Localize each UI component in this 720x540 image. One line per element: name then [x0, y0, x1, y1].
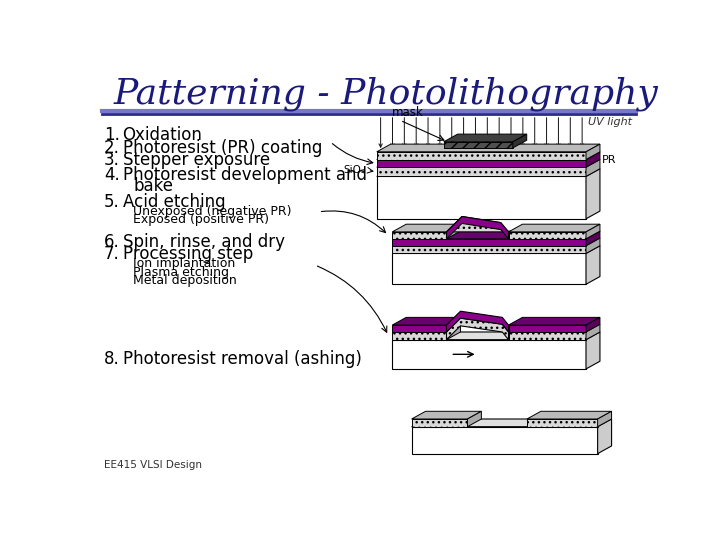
Text: Oxidation: Oxidation: [122, 126, 202, 144]
Text: Exposed (positive PR): Exposed (positive PR): [133, 213, 269, 226]
Text: 1.: 1.: [104, 126, 120, 144]
Polygon shape: [392, 231, 600, 239]
Text: UV light: UV light: [588, 117, 632, 127]
Polygon shape: [508, 232, 586, 239]
Text: Patterning - Photolithography: Patterning - Photolithography: [113, 76, 658, 111]
Polygon shape: [508, 224, 600, 232]
Text: Unexposed (negative PR): Unexposed (negative PR): [133, 205, 292, 218]
Polygon shape: [412, 427, 598, 454]
Polygon shape: [446, 311, 508, 332]
Text: 6.: 6.: [104, 233, 120, 251]
Text: 3.: 3.: [104, 151, 120, 169]
Polygon shape: [377, 152, 586, 159]
Polygon shape: [392, 325, 461, 332]
Text: EE415 VLSI Design: EE415 VLSI Design: [104, 460, 202, 470]
Polygon shape: [508, 318, 600, 325]
Polygon shape: [446, 325, 461, 340]
Polygon shape: [377, 168, 600, 177]
Polygon shape: [586, 159, 600, 177]
Text: 5.: 5.: [104, 193, 120, 211]
Polygon shape: [444, 134, 527, 142]
Text: 7.: 7.: [104, 245, 120, 263]
Polygon shape: [446, 318, 508, 340]
Polygon shape: [392, 253, 586, 284]
Polygon shape: [586, 168, 600, 219]
Polygon shape: [586, 144, 600, 159]
Polygon shape: [598, 419, 611, 454]
Text: Spin, rinse, and dry: Spin, rinse, and dry: [122, 233, 284, 251]
Polygon shape: [508, 332, 586, 340]
Polygon shape: [527, 419, 598, 427]
Polygon shape: [392, 332, 446, 340]
Text: PR: PR: [602, 154, 617, 165]
Polygon shape: [444, 142, 513, 148]
Text: Photoresist (PR) coating: Photoresist (PR) coating: [122, 139, 322, 157]
Polygon shape: [446, 224, 461, 239]
Polygon shape: [586, 238, 600, 253]
Polygon shape: [392, 246, 586, 253]
Text: 8.: 8.: [104, 350, 120, 368]
Polygon shape: [377, 177, 586, 219]
Polygon shape: [586, 152, 600, 167]
Polygon shape: [508, 325, 586, 332]
Text: bake: bake: [133, 177, 174, 195]
Polygon shape: [392, 238, 600, 246]
Polygon shape: [513, 134, 527, 148]
Polygon shape: [392, 325, 446, 332]
Text: Plasma etching: Plasma etching: [133, 266, 230, 279]
Text: Photoresist removal (ashing): Photoresist removal (ashing): [122, 350, 361, 368]
Text: Ion implantation: Ion implantation: [133, 257, 235, 271]
Polygon shape: [377, 159, 600, 167]
Polygon shape: [586, 325, 600, 340]
Polygon shape: [467, 411, 482, 427]
Polygon shape: [412, 411, 482, 419]
Text: mask: mask: [392, 106, 424, 119]
Polygon shape: [392, 246, 600, 253]
Polygon shape: [586, 231, 600, 246]
Polygon shape: [392, 318, 461, 325]
Text: 4.: 4.: [104, 166, 120, 185]
Text: 2.: 2.: [104, 139, 120, 157]
Text: Metal deposition: Metal deposition: [133, 274, 237, 287]
Text: Photoresist development and: Photoresist development and: [122, 166, 366, 185]
Polygon shape: [508, 325, 600, 332]
Polygon shape: [586, 318, 600, 332]
Polygon shape: [446, 217, 508, 239]
Polygon shape: [446, 318, 461, 332]
Polygon shape: [586, 332, 600, 369]
Polygon shape: [598, 411, 611, 427]
Polygon shape: [392, 332, 600, 340]
Polygon shape: [377, 144, 600, 152]
Polygon shape: [377, 167, 586, 177]
Text: Processing step: Processing step: [122, 245, 253, 263]
Polygon shape: [392, 239, 586, 246]
Polygon shape: [446, 217, 508, 232]
Polygon shape: [412, 419, 611, 427]
Polygon shape: [392, 224, 461, 232]
Text: Stepper exposure: Stepper exposure: [122, 151, 270, 169]
Polygon shape: [392, 340, 586, 369]
Text: SiO₂: SiO₂: [343, 165, 365, 176]
Polygon shape: [527, 411, 611, 419]
Polygon shape: [392, 232, 446, 239]
Polygon shape: [412, 419, 467, 427]
Text: Acid etching: Acid etching: [122, 193, 225, 211]
Polygon shape: [586, 224, 600, 239]
Polygon shape: [377, 159, 586, 167]
Polygon shape: [586, 246, 600, 284]
Polygon shape: [377, 152, 600, 159]
